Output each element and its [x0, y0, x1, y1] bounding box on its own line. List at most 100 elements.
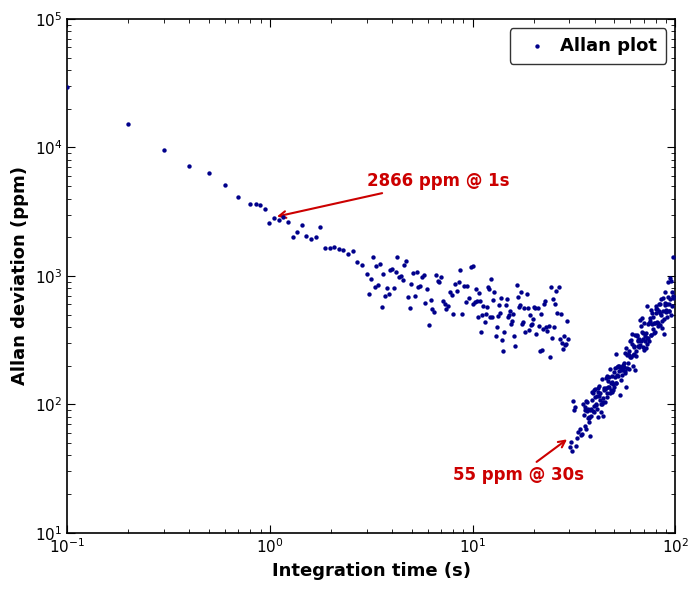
Allan plot — [482, 282, 493, 291]
Text: 2866 ppm @ 1s: 2866 ppm @ 1s — [279, 172, 509, 218]
Allan plot — [494, 301, 505, 310]
Allan plot — [315, 222, 326, 231]
Allan plot — [328, 242, 339, 252]
Y-axis label: Allan deviation (ppm): Allan deviation (ppm) — [11, 167, 29, 385]
Allan plot — [632, 335, 643, 345]
Allan plot — [631, 330, 643, 340]
Allan plot — [500, 300, 511, 310]
Allan plot — [554, 334, 566, 343]
Allan plot — [627, 361, 638, 371]
Allan plot — [634, 334, 645, 343]
Allan plot — [638, 319, 650, 328]
Allan plot — [468, 262, 479, 271]
Allan plot — [629, 342, 640, 352]
Allan plot — [580, 402, 591, 412]
Allan plot — [542, 326, 553, 335]
Allan plot — [278, 213, 289, 222]
Allan plot — [589, 392, 601, 401]
Allan plot — [219, 180, 230, 190]
Allan plot — [361, 269, 372, 278]
Allan plot — [478, 301, 489, 310]
Allan plot — [496, 293, 507, 303]
Allan plot — [183, 161, 195, 171]
Allan plot — [591, 401, 602, 410]
Allan plot — [661, 306, 672, 315]
Allan plot — [638, 329, 649, 338]
Allan plot — [581, 397, 592, 406]
Allan plot — [628, 349, 639, 358]
Allan plot — [610, 350, 621, 359]
Allan plot — [660, 307, 671, 316]
Allan plot — [592, 405, 603, 414]
Allan plot — [595, 388, 606, 398]
Allan plot — [158, 145, 169, 154]
Allan plot — [565, 438, 576, 447]
Allan plot — [659, 314, 670, 324]
Allan plot — [416, 272, 428, 282]
Allan plot — [599, 384, 610, 394]
Allan plot — [620, 348, 631, 358]
Allan plot — [640, 337, 651, 346]
Allan plot — [596, 407, 607, 417]
Allan plot — [622, 350, 633, 359]
Allan plot — [407, 268, 419, 278]
Allan plot — [479, 317, 490, 327]
Allan plot — [658, 329, 669, 339]
Allan plot — [594, 395, 606, 404]
Allan plot — [576, 429, 587, 439]
Allan plot — [650, 309, 662, 318]
Allan plot — [501, 294, 512, 304]
Allan plot — [486, 312, 498, 322]
Allan plot — [424, 321, 435, 330]
Allan plot — [310, 232, 321, 242]
Allan plot — [622, 358, 634, 367]
Allan plot — [508, 309, 519, 319]
Allan plot — [656, 294, 667, 304]
Allan plot — [575, 431, 586, 440]
Allan plot — [598, 385, 610, 395]
Allan plot — [550, 299, 561, 309]
Allan plot — [545, 282, 557, 292]
Allan plot — [655, 320, 666, 330]
Allan plot — [621, 344, 632, 353]
Allan plot — [532, 303, 543, 312]
Allan plot — [448, 310, 459, 319]
Allan plot — [625, 336, 636, 345]
Allan plot — [620, 382, 631, 391]
Text: 55 ppm @ 30s: 55 ppm @ 30s — [453, 441, 584, 485]
Allan plot — [596, 400, 607, 409]
Allan plot — [610, 378, 622, 388]
Allan plot — [657, 317, 668, 326]
Allan plot — [662, 299, 673, 309]
Allan plot — [626, 330, 638, 339]
Allan plot — [619, 366, 630, 376]
Allan plot — [460, 297, 471, 307]
Allan plot — [250, 200, 261, 209]
Allan plot — [655, 311, 666, 320]
Allan plot — [287, 232, 298, 242]
Allan plot — [583, 418, 594, 427]
Allan plot — [582, 414, 594, 423]
Allan plot — [667, 252, 678, 262]
Allan plot — [605, 388, 616, 398]
Allan plot — [666, 310, 677, 319]
Allan plot — [636, 336, 647, 346]
Allan plot — [463, 293, 475, 303]
Allan plot — [301, 232, 312, 241]
Allan plot — [650, 304, 661, 314]
Allan plot — [611, 378, 622, 388]
Allan plot — [630, 366, 641, 375]
Allan plot — [589, 385, 600, 394]
Allan plot — [606, 385, 617, 394]
Allan plot — [333, 244, 344, 254]
Allan plot — [659, 298, 671, 307]
Allan plot — [662, 277, 673, 287]
Allan plot — [617, 361, 629, 370]
Allan plot — [556, 338, 568, 348]
Allan plot — [643, 318, 655, 327]
Allan plot — [602, 392, 613, 401]
Allan plot — [567, 397, 578, 406]
Allan plot — [609, 363, 620, 372]
Allan plot — [338, 245, 349, 255]
Allan plot — [420, 298, 431, 308]
